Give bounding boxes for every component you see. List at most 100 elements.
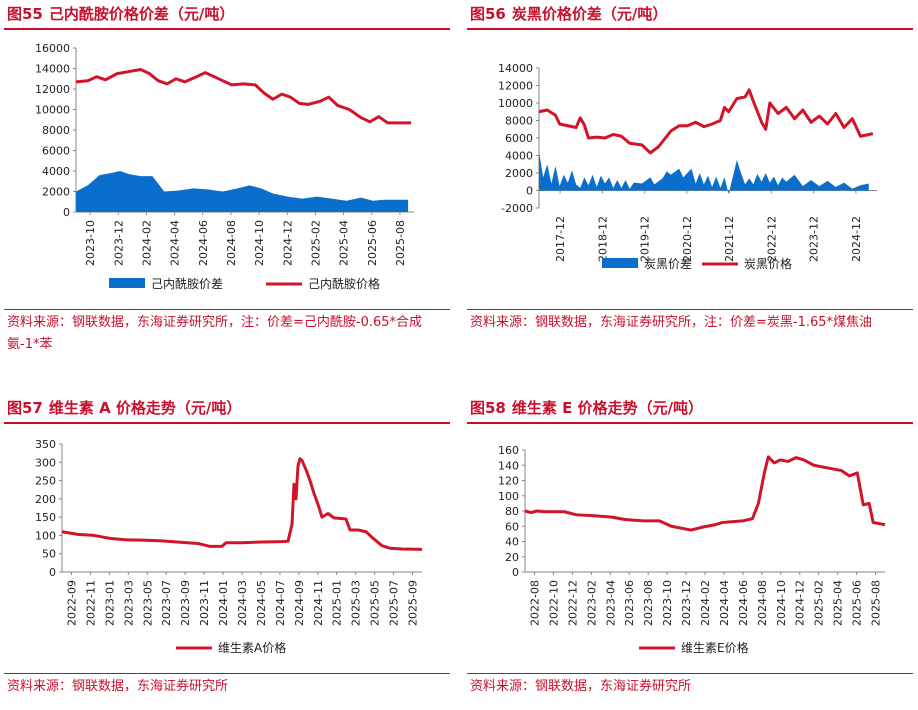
x-tick-label: 2025-06 — [851, 580, 864, 626]
y-tick-label: 4000 — [505, 150, 533, 163]
x-tick-label: 2022-12 — [765, 216, 778, 262]
y-tick-label: 0 — [526, 185, 533, 198]
y-tick-label: 6000 — [42, 145, 70, 158]
x-tick-label: 2025-05 — [369, 580, 382, 626]
x-tick-label: 2022-12 — [566, 580, 579, 626]
y-tick-label: 40 — [505, 536, 519, 549]
y-tick-label: 2000 — [505, 167, 533, 180]
y-tick-label: 20 — [505, 551, 519, 564]
x-tick-label: 2024-01 — [217, 580, 230, 626]
source-rule-58 — [467, 673, 913, 674]
x-tick-label: 2023-01 — [103, 580, 116, 626]
panel-title-58: 图58 维生素 E 价格走势（元/吨） — [470, 396, 709, 420]
title-rule-58 — [467, 422, 913, 424]
x-tick-label: 2023-12 — [680, 580, 693, 626]
fig-number: 图55 — [7, 5, 43, 23]
chart-vitamin-a: 0 50 100 150 200 250 300 350 2022-09 2022-11 2023-… — [35, 438, 423, 655]
legend-label: 炭黑价格 — [744, 256, 792, 271]
x-tick-label: 2025-02 — [309, 220, 322, 266]
series-area-spread — [76, 171, 409, 212]
y-tick-label: 10000 — [498, 97, 533, 110]
chart-spread-carbon-black: -2000 0 2000 4000 6000 8000 10000 12000 14000 201… — [498, 62, 877, 271]
x-tick-label: 2024-02 — [699, 580, 712, 626]
x-tick-label: 2025-01 — [331, 580, 344, 626]
legend-label: 己内酰胺价差 — [151, 277, 223, 291]
chart-spread-caprolactam: 0 2000 4000 6000 8000 10000 12000 14000 16000 202… — [35, 42, 414, 291]
y-tick-label: 14000 — [498, 62, 533, 75]
y-tick-label: 6000 — [505, 132, 533, 145]
x-tick-label: 2024-05 — [255, 580, 268, 626]
x-tick-label: 2017-12 — [554, 216, 567, 262]
y-tick-label: 12000 — [498, 80, 533, 93]
y-tick-label: 10000 — [35, 104, 70, 117]
y-tick-label: 300 — [35, 456, 56, 469]
x-tick-label: 2024-12 — [850, 216, 863, 262]
x-tick-label: 2023-11 — [198, 580, 211, 626]
fig-title: 炭黑价格价差（元/吨） — [511, 5, 668, 23]
x-tick-label: 2023-10 — [84, 220, 97, 266]
x-tick-label: 2025-04 — [338, 220, 351, 266]
chart-vitamin-e: 0 20 40 60 80 100 120 140 160 2022-08 2022-10 2022-… — [498, 444, 886, 655]
x-tick-label: 2025-02 — [813, 580, 826, 626]
x-tick-label: 2024-12 — [794, 580, 807, 626]
x-tick-label: 2023-04 — [604, 580, 617, 626]
x-tick-label: 2024-03 — [236, 580, 249, 626]
x-tick-label: 2023-07 — [160, 580, 173, 626]
x-tick-label: 2023-12 — [112, 220, 125, 266]
y-tick-label: 60 — [505, 520, 519, 533]
y-tick-label: -2000 — [501, 202, 533, 215]
y-tick-label: 14000 — [35, 63, 70, 76]
x-tick-label: 2024-04 — [718, 580, 731, 626]
x-tick-label: 2022-11 — [84, 580, 97, 626]
legend-label: 炭黑价差 — [644, 257, 692, 271]
x-tick-label: 2025-08 — [870, 580, 883, 626]
x-tick-label: 2024-10 — [775, 580, 788, 626]
x-tick-label: 2024-11 — [312, 580, 325, 626]
x-tick-label: 2023-12 — [808, 216, 821, 262]
source-note-56: 资料来源：钢联数据，东海证券研究所，注：价差=炭黑-1.65*煤焦油 — [470, 315, 873, 330]
x-tick-label: 2023-09 — [179, 580, 192, 626]
series-line-price — [75, 68, 412, 125]
x-tick-label: 2022-10 — [547, 580, 560, 626]
x-tick-label: 2024-06 — [737, 580, 750, 626]
series-line-price — [61, 457, 423, 551]
x-tick-label: 2023-02 — [585, 580, 598, 626]
y-tick-label: 0 — [49, 566, 56, 579]
y-tick-label: 0 — [512, 566, 519, 579]
source-note-55: 资料来源：钢联数据，东海证券研究所，注：价差=己内酰胺-0.65*合成氨-1*苯 — [7, 315, 423, 352]
fig-number: 图57 — [7, 399, 43, 417]
x-tick-label: 2025-08 — [394, 220, 407, 266]
legend-label: 维生素E价格 — [681, 640, 749, 655]
x-tick-label: 2025-06 — [366, 220, 379, 266]
series-area-spread — [539, 151, 869, 194]
legend-label: 维生素A价格 — [218, 640, 286, 655]
source-rule-55 — [4, 309, 450, 310]
panel-title-55: 图55 己内酰胺价格价差（元/吨） — [7, 2, 240, 26]
title-rule-57 — [4, 422, 450, 424]
y-tick-label: 160 — [498, 444, 519, 457]
y-tick-label: 50 — [42, 548, 56, 561]
y-tick-label: 12000 — [35, 83, 70, 96]
source-note-58: 资料来源：钢联数据，东海证券研究所 — [470, 679, 692, 694]
source-rule-56 — [467, 309, 913, 310]
x-tick-label: 2025-04 — [832, 580, 845, 626]
x-tick-label: 2023-03 — [122, 580, 135, 626]
y-tick-label: 100 — [35, 529, 56, 542]
y-tick-label: 16000 — [35, 42, 70, 55]
y-tick-label: 0 — [63, 206, 70, 219]
title-rule-55 — [4, 28, 450, 30]
y-tick-label: 140 — [498, 459, 519, 472]
x-tick-label: 2025-07 — [388, 580, 401, 626]
source-note-57: 资料来源：钢联数据，东海证券研究所 — [7, 679, 229, 694]
x-tick-label: 2023-06 — [623, 580, 636, 626]
x-tick-label: 2019-12 — [639, 216, 652, 262]
legend-swatch-area — [602, 258, 638, 268]
x-tick-label: 2021-12 — [723, 216, 736, 262]
y-tick-label: 2000 — [42, 186, 70, 199]
y-tick-label: 250 — [35, 475, 56, 488]
legend-swatch-area — [109, 278, 145, 288]
x-tick-label: 2025-09 — [407, 580, 420, 626]
y-tick-label: 350 — [35, 438, 56, 451]
y-tick-label: 8000 — [42, 124, 70, 137]
x-tick-label: 2022-08 — [528, 580, 541, 626]
